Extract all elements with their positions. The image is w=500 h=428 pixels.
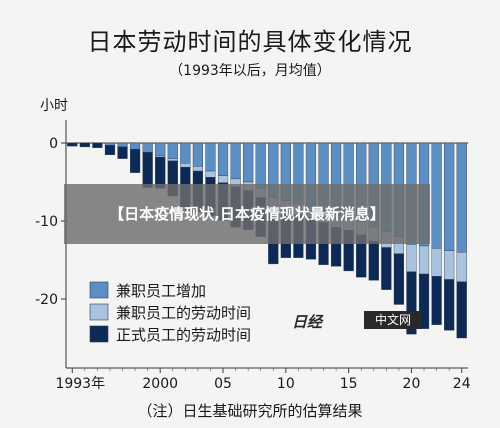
bar-segment bbox=[456, 142, 467, 253]
legend-label: 兼职员工增加 bbox=[116, 282, 206, 300]
legend-label: 兼职员工的劳动时间 bbox=[116, 304, 251, 322]
bar-segment bbox=[117, 142, 128, 148]
bar-segment bbox=[444, 142, 455, 251]
bar-segment bbox=[431, 276, 442, 325]
chart-title: 日本劳动时间的具体变化情况 bbox=[87, 28, 413, 56]
bar-segment bbox=[230, 142, 241, 180]
chart-footnote: （注）日生基础研究所的估算结果 bbox=[137, 402, 363, 420]
legend-swatch bbox=[89, 281, 109, 299]
y-tick-label: -20 bbox=[35, 292, 58, 308]
x-tick-label: 10 bbox=[277, 376, 295, 392]
legend-label: 正式员工的劳动时间 bbox=[116, 326, 251, 344]
bar-segment bbox=[243, 142, 254, 183]
watermark-logo: 日经 bbox=[292, 313, 323, 331]
bar-segment bbox=[167, 158, 178, 162]
bar-segment bbox=[192, 142, 204, 167]
bar-segment bbox=[142, 152, 153, 188]
bar-segment bbox=[104, 142, 116, 146]
bar-segment bbox=[431, 248, 442, 277]
caption-overlay-text: 【日本疫情现状,日本疫情现状最新消息】 bbox=[109, 205, 385, 223]
x-tick-label: 24 bbox=[453, 376, 471, 392]
x-tick-label: 15 bbox=[340, 376, 358, 392]
bar-segment bbox=[406, 244, 417, 272]
bar-segment bbox=[129, 149, 141, 173]
bar-segment bbox=[142, 142, 153, 153]
bar-segment bbox=[155, 155, 166, 158]
bar-segment bbox=[456, 251, 467, 283]
watermark: 日经 中文网 bbox=[292, 311, 422, 331]
bar-segment bbox=[381, 247, 392, 290]
bar-segment bbox=[129, 142, 141, 150]
bar-segment bbox=[205, 142, 216, 172]
bar-segment bbox=[79, 142, 90, 148]
y-axis-label: 小时 bbox=[40, 98, 68, 114]
bar-segment bbox=[205, 170, 216, 178]
bar-segment bbox=[217, 175, 229, 183]
legend-swatch bbox=[89, 303, 109, 321]
bar-segment bbox=[431, 142, 442, 249]
bar-segment bbox=[217, 142, 229, 176]
bar-segment bbox=[192, 166, 204, 172]
bar-segment bbox=[155, 142, 166, 156]
y-tick-label: 0 bbox=[49, 136, 58, 152]
bar-segment bbox=[67, 142, 78, 147]
bar-segment bbox=[117, 146, 128, 159]
x-tick-label: 05 bbox=[214, 376, 232, 392]
bar-segment bbox=[368, 241, 379, 281]
bar-segment bbox=[418, 245, 430, 275]
bar-segment bbox=[393, 253, 405, 305]
caption-overlay: 【日本疫情现状,日本疫情现状最新消息】 bbox=[64, 184, 430, 244]
watermark-badge: 中文网 bbox=[364, 311, 422, 329]
x-tick-label: 20 bbox=[403, 376, 421, 392]
bar-segment bbox=[255, 142, 266, 189]
bar-segment bbox=[444, 250, 455, 280]
x-tick-label: 1993年 bbox=[55, 376, 105, 392]
chart-subtitle: （1993年以后，月均值） bbox=[169, 63, 331, 79]
bar-segment bbox=[406, 271, 417, 335]
x-tick-label: 2000 bbox=[142, 376, 178, 392]
bar-segment bbox=[104, 145, 116, 155]
bar-segment bbox=[456, 281, 467, 339]
bar-segment bbox=[180, 163, 191, 168]
legend-swatch bbox=[89, 325, 109, 343]
bar-segment bbox=[92, 142, 103, 148]
y-tick-label: -10 bbox=[35, 214, 58, 230]
bar-segment bbox=[180, 142, 191, 164]
bar-segment bbox=[444, 279, 455, 331]
bar-segment bbox=[418, 273, 430, 329]
bar-segment bbox=[167, 142, 178, 159]
